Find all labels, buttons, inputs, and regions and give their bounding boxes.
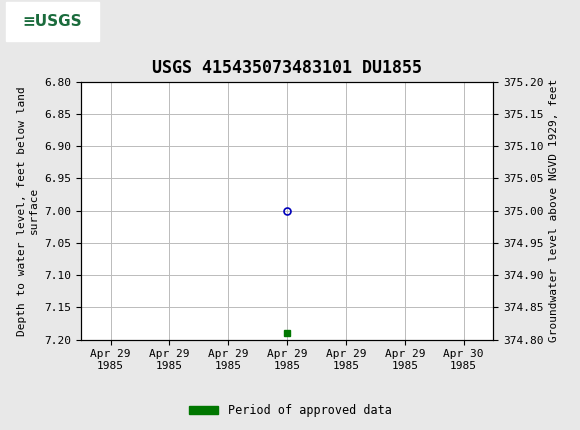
- Bar: [6, 2, 99, 41]
- Text: ≡USGS: ≡USGS: [23, 14, 82, 29]
- Y-axis label: Depth to water level, feet below land
surface: Depth to water level, feet below land su…: [17, 86, 39, 335]
- Y-axis label: Groundwater level above NGVD 1929, feet: Groundwater level above NGVD 1929, feet: [549, 79, 559, 342]
- Title: USGS 415435073483101 DU1855: USGS 415435073483101 DU1855: [152, 59, 422, 77]
- Legend: Period of approved data: Period of approved data: [184, 399, 396, 422]
